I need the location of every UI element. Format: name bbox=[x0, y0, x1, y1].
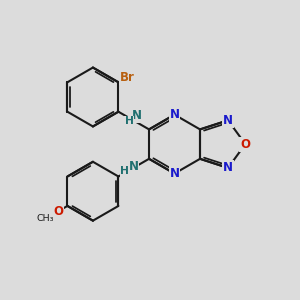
Text: H: H bbox=[120, 166, 129, 176]
Text: N: N bbox=[223, 114, 233, 127]
Text: N: N bbox=[128, 160, 138, 172]
Text: Br: Br bbox=[120, 70, 135, 84]
Text: N: N bbox=[223, 161, 233, 174]
Text: N: N bbox=[169, 108, 179, 121]
Text: H: H bbox=[124, 116, 134, 126]
Text: O: O bbox=[240, 138, 250, 151]
Text: O: O bbox=[53, 205, 64, 218]
Text: CH₃: CH₃ bbox=[37, 214, 55, 223]
Text: N: N bbox=[169, 167, 179, 180]
Text: N: N bbox=[132, 109, 142, 122]
